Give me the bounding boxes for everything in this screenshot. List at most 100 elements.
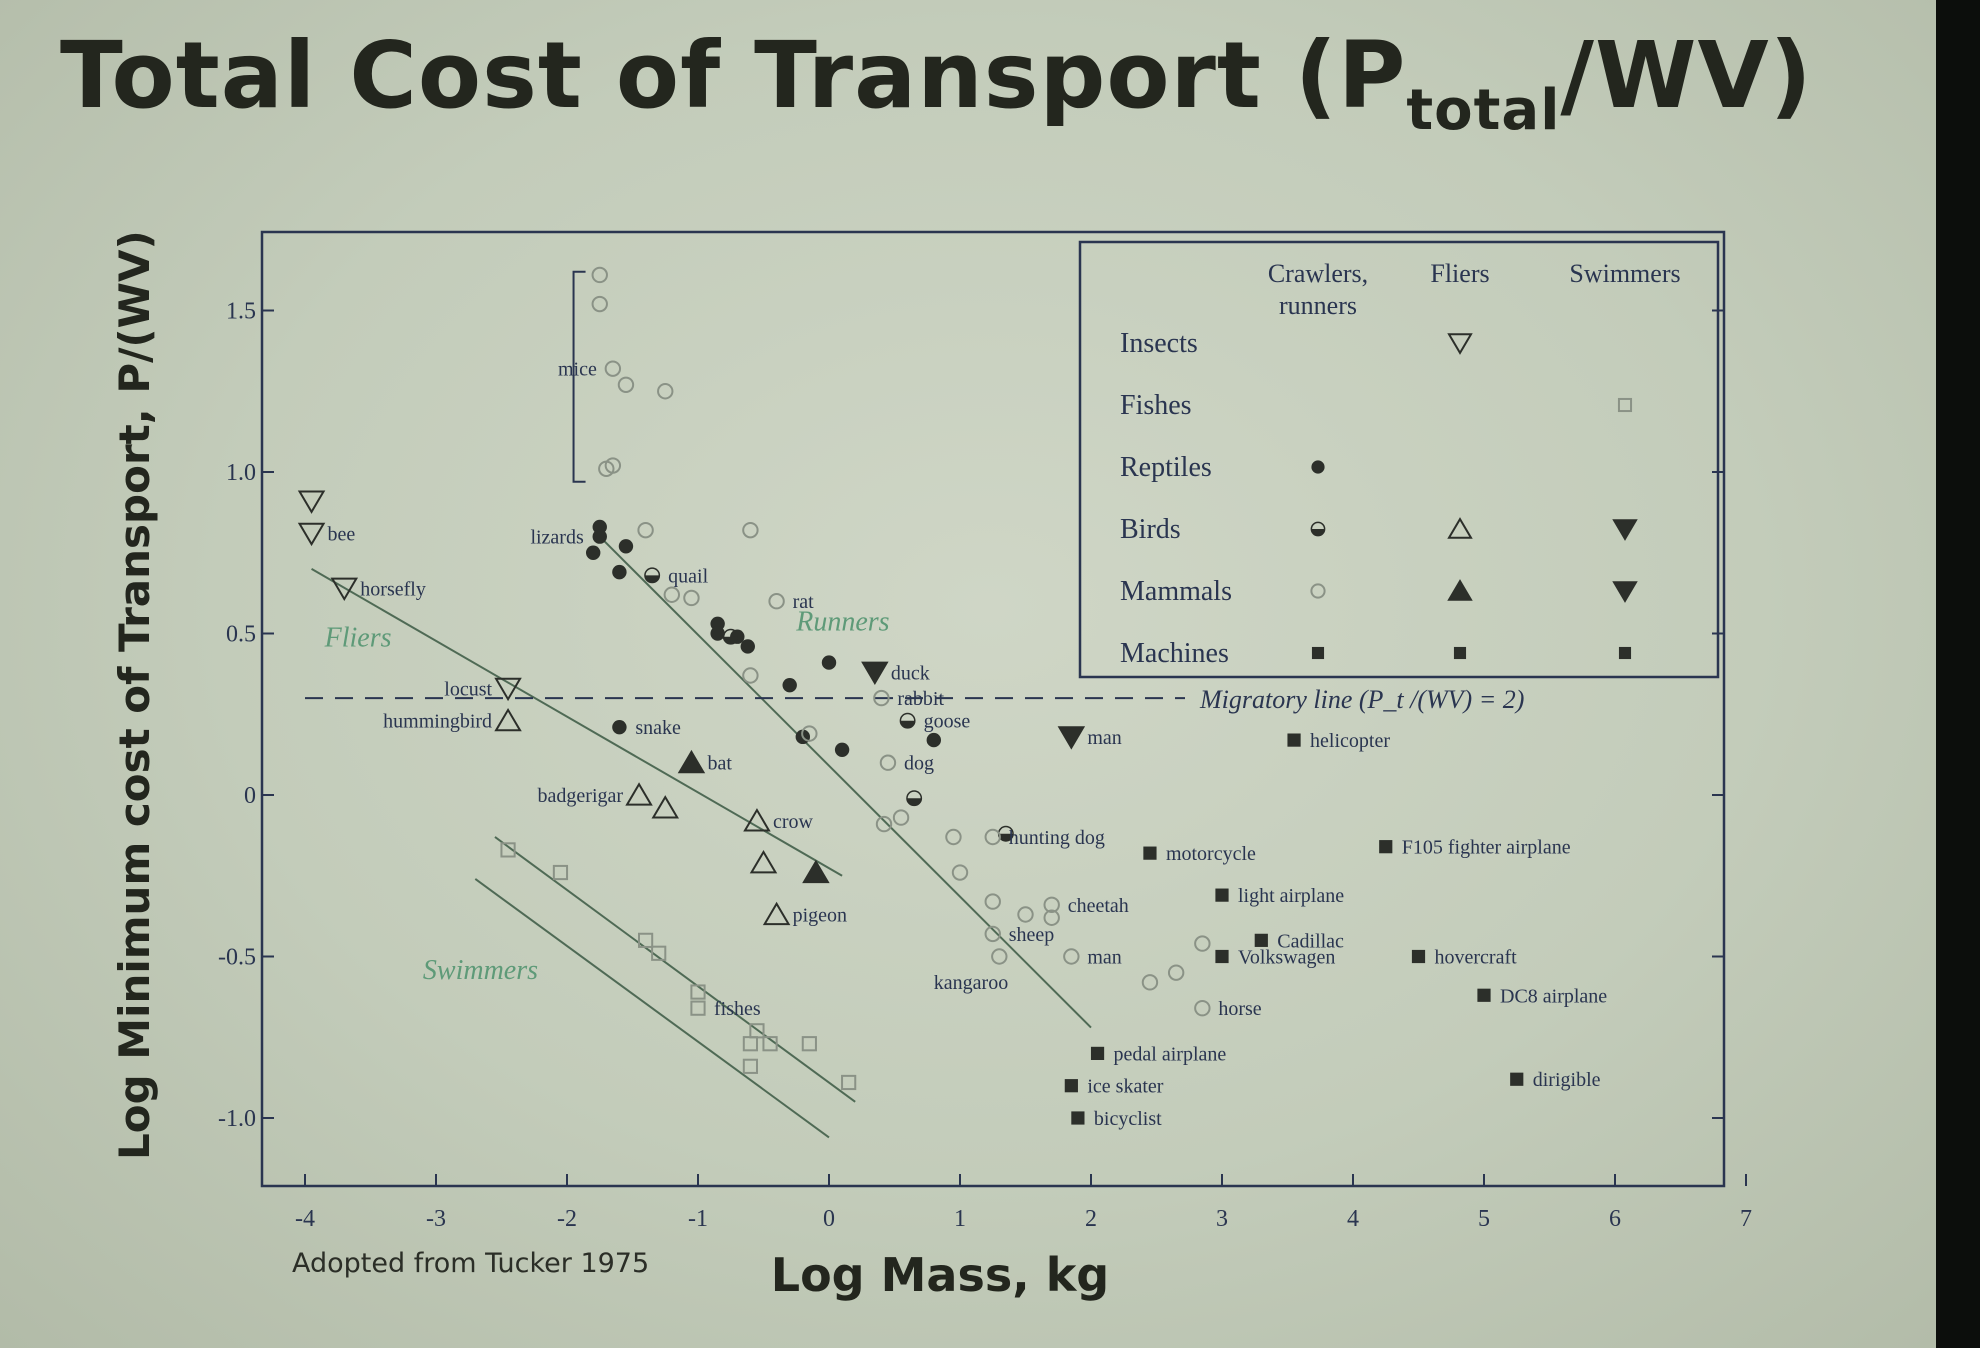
data-point [762,901,791,926]
annotation-label: kangaroo [934,972,1008,994]
x-tick-label: 1 [954,1206,966,1232]
y-tick-label: -1.0 [218,1106,256,1132]
data-point [494,707,522,732]
data-point [1141,974,1159,991]
data-point [592,529,607,544]
x-tick-label: -1 [688,1206,708,1232]
point-label: fishes [714,998,761,1020]
data-point [945,828,962,846]
point-label: rat [793,591,815,613]
fit-line [494,836,856,1103]
fit-line [474,878,830,1139]
data-point [926,732,941,748]
data-point [710,626,725,641]
plot-frame [260,230,1726,1188]
data-point [1167,964,1185,981]
x-axis-label: Log Mass, kg [770,1248,1110,1302]
point-label: Volkswagen [1238,947,1335,969]
legend-marker [1447,517,1473,539]
data-point [1064,1079,1078,1093]
point-label: Cadillac [1277,930,1344,952]
x-tick-label: 0 [823,1206,835,1232]
data-point-fill [998,833,1014,841]
data-point [604,457,622,474]
slide-title: Total Cost of Transport (Ptotal/WV) [60,22,1813,143]
point-label: horsefly [360,578,426,600]
migratory-line-label: Migratory line (P_t /(WV) = 2) [1199,685,1524,714]
data-point-fill [900,720,915,728]
data-point [1063,948,1080,965]
point-label: bat [707,753,732,775]
data-point [1254,933,1268,947]
data-point [873,689,890,707]
data-point [651,795,679,819]
data-point [749,850,778,874]
data-point [297,490,326,514]
legend-col-header: runners [1279,291,1357,320]
point-label: bee [328,523,356,545]
point-label: man [1087,947,1121,969]
legend-marker [1311,646,1325,660]
data-point [612,564,627,580]
data-point [1017,906,1034,923]
x-tick-label: -3 [426,1206,446,1232]
slide-title-end: /WV) [1560,22,1813,129]
x-tick-label: 2 [1085,1206,1097,1232]
data-point [834,742,850,757]
data-point [625,782,653,806]
data-point [552,864,569,881]
data-point [1477,988,1491,1002]
data-point [591,266,608,284]
point-label: duck [891,662,930,684]
point-label: locust [444,678,492,700]
data-point [683,589,700,607]
point-label: motorcycle [1166,843,1256,865]
data-point [1071,1111,1085,1125]
data-point [879,754,897,771]
y-tick-label: 0.5 [226,622,256,648]
legend-marker [1453,646,1467,660]
point-label: goose [924,711,971,733]
legend-marker [1311,460,1325,474]
data-point [984,925,1001,943]
data-point [762,1036,778,1052]
legend-row-label: Mammals [1120,576,1232,607]
data-point [782,677,797,693]
x-tick-label: -2 [557,1206,577,1232]
point-label: F105 fighter airplane [1402,837,1571,859]
data-point [651,945,667,961]
legend-marker [1617,397,1633,413]
y-tick-label: 0 [244,783,256,809]
data-point [612,719,627,735]
group-label: Runners [795,606,889,637]
legend-marker-fill [1311,529,1325,536]
data-point [657,383,674,400]
point-label: pigeon [793,905,847,927]
data-point [951,864,969,881]
source-note: Adopted from Tucker 1975 [292,1248,650,1279]
data-point [801,725,818,742]
data-point [821,655,837,670]
point-label: light airplane [1238,885,1344,907]
data-point [802,859,830,884]
point-label: hummingbird [383,711,492,733]
point-label: hovercraft [1435,947,1518,969]
point-label: quail [668,565,708,587]
y-axis-label: Log Minimum cost of Transport, P/(WV) [110,230,159,1160]
data-point [742,1036,758,1052]
data-point [1143,846,1157,860]
data-point-fill [906,798,922,806]
point-label: hunting dog [1009,827,1105,849]
slide-title-subscript: total [1406,78,1561,143]
x-tick-label: 6 [1609,1206,1621,1232]
data-point [740,639,755,654]
y-tick-label: -0.5 [218,945,256,971]
data-point [1194,999,1211,1017]
data-point [586,545,601,560]
y-tick-label: 1.5 [226,299,256,325]
point-label: snake [635,717,681,739]
data-point [1194,935,1211,952]
data-point [861,661,889,686]
data-point [638,932,654,948]
legend-box [1078,240,1720,679]
